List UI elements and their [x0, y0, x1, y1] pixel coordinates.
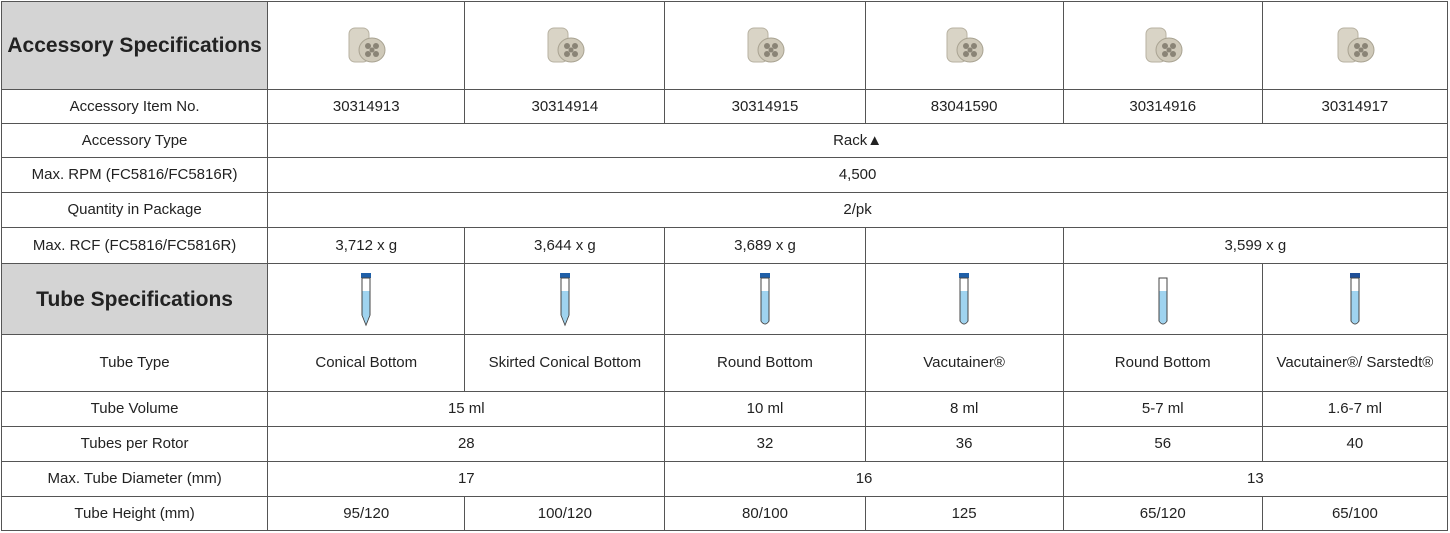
rack-image	[1261, 1, 1449, 90]
cell: 125	[864, 496, 1064, 531]
cell: Skirted Conical Bottom	[464, 334, 666, 392]
cell: 32	[664, 426, 866, 462]
cell: Conical Bottom	[267, 334, 466, 392]
rack-icon	[946, 27, 984, 62]
cell: 4,500	[267, 157, 1448, 193]
cell: 8 ml	[864, 391, 1064, 427]
cell: 83041590	[864, 89, 1064, 124]
cell: 95/120	[267, 496, 466, 531]
cell: 30314916	[1062, 89, 1263, 124]
cell: Round Bottom	[664, 334, 866, 392]
cell: 10 ml	[664, 391, 866, 427]
cell: 13	[1062, 461, 1449, 497]
tube-image	[464, 263, 666, 335]
cell: 100/120	[464, 496, 666, 531]
row: Max. Tube Diameter (mm) 17 16 13	[0, 461, 1449, 497]
cell: 15 ml	[267, 391, 666, 427]
row-label: Quantity in Package	[0, 192, 269, 228]
row-label: Accessory Type	[0, 123, 269, 158]
section-header: Accessory Specifications	[0, 1, 269, 90]
rack-image	[864, 1, 1064, 90]
row-label: Tube Height (mm)	[0, 496, 269, 531]
cell: 40	[1261, 426, 1449, 462]
tube-header-row: Tube Specifications	[0, 263, 1449, 335]
cell: 1.6-7 ml	[1261, 391, 1449, 427]
cell: Round Bottom	[1062, 334, 1263, 392]
accessory-header-row: Accessory Specifications	[0, 1, 1449, 90]
cell: 28	[267, 426, 666, 462]
cell: Rack▲	[267, 123, 1448, 158]
row: Tube Height (mm) 95/120 100/120 80/100 1…	[0, 496, 1449, 531]
row-label: Tube Volume	[0, 391, 269, 427]
row: Quantity in Package 2/pk	[0, 192, 1448, 228]
tube-image	[1062, 263, 1263, 335]
rack-icon	[1337, 27, 1375, 62]
row: Tube Type Conical Bottom Skirted Conical…	[0, 334, 1449, 392]
row-label: Tubes per Rotor	[0, 426, 269, 462]
cell: 30314914	[464, 89, 666, 124]
tube-icon	[559, 273, 570, 327]
rack-icon	[348, 27, 386, 62]
row-label: Max. RPM (FC5816/FC5816R)	[0, 157, 269, 193]
tube-image	[664, 263, 866, 335]
rack-image	[664, 1, 866, 90]
row: Max. RPM (FC5816/FC5816R) 4,500	[0, 157, 1448, 193]
cell: 65/100	[1261, 496, 1449, 531]
cell: 3,644 x g	[464, 227, 666, 264]
tube-icon	[1349, 273, 1360, 325]
tube-image	[267, 263, 466, 335]
cell: 80/100	[664, 496, 866, 531]
cell: 30314913	[267, 89, 466, 124]
tube-image	[1261, 263, 1449, 335]
rack-image	[1062, 1, 1263, 90]
cell: Vacutainer®/ Sarstedt®	[1261, 334, 1449, 392]
row: Accessory Type Rack▲	[0, 123, 1448, 158]
rack-image	[464, 1, 666, 90]
row: Max. RCF (FC5816/FC5816R) 3,712 x g 3,64…	[0, 227, 1449, 264]
tube-icon	[361, 273, 372, 327]
row-label: Max. RCF (FC5816/FC5816R)	[0, 227, 269, 264]
cell: 17	[267, 461, 666, 497]
tube-icon	[1157, 273, 1168, 325]
rack-icon	[547, 27, 585, 62]
tube-icon	[959, 273, 970, 325]
row-label: Max. Tube Diameter (mm)	[0, 461, 269, 497]
rack-icon	[747, 27, 785, 62]
cell: 3,599 x g	[1062, 227, 1449, 264]
cell: 36	[864, 426, 1064, 462]
cell: 56	[1062, 426, 1263, 462]
row: Accessory Item No. 30314913 30314914 303…	[0, 89, 1449, 124]
cell: 3,689 x g	[664, 227, 866, 264]
cell: 16	[664, 461, 1064, 497]
section-header: Tube Specifications	[0, 263, 269, 335]
cell: 30314917	[1261, 89, 1449, 124]
rack-icon	[1145, 27, 1183, 62]
cell: Vacutainer®	[864, 334, 1064, 392]
tube-image	[864, 263, 1064, 335]
row-label: Accessory Item No.	[0, 89, 269, 124]
row: Tube Volume 15 ml 10 ml 8 ml 5-7 ml 1.6-…	[0, 391, 1449, 427]
cell: 65/120	[1062, 496, 1263, 531]
cell: 3,712 x g	[267, 227, 466, 264]
row-label: Tube Type	[0, 334, 269, 392]
cell: 2/pk	[267, 192, 1448, 228]
row: Tubes per Rotor 28 32 36 56 40	[0, 426, 1449, 462]
rack-image	[267, 1, 466, 90]
cell: 30314915	[664, 89, 866, 124]
tube-icon	[759, 273, 770, 325]
cell	[864, 227, 1064, 264]
cell: 5-7 ml	[1062, 391, 1263, 427]
